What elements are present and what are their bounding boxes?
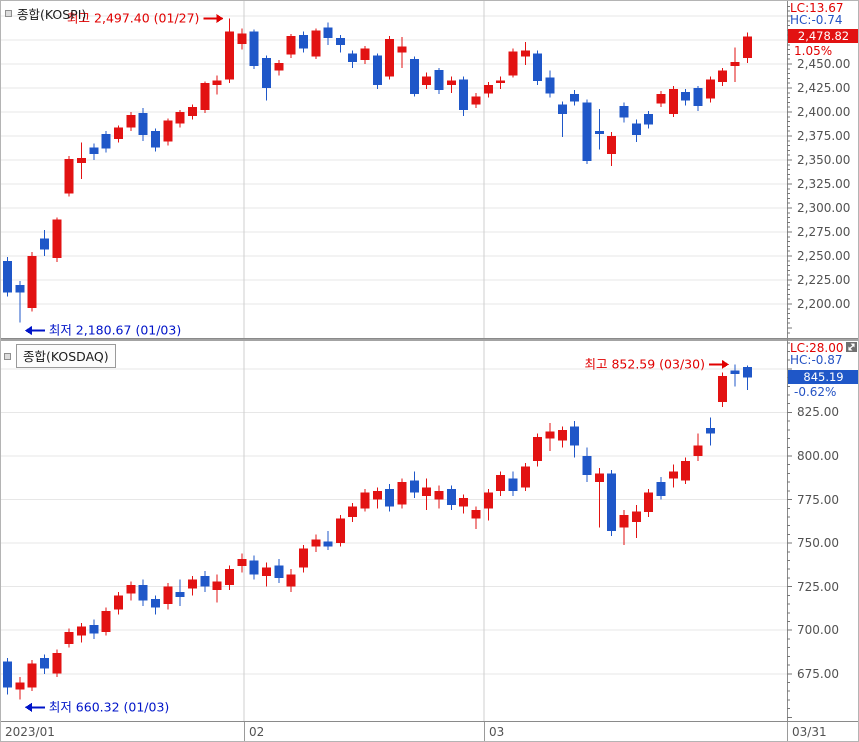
kosdaq-hc-value: HC:-0.87 xyxy=(790,353,843,367)
kosdaq-change-percent: -0.62% xyxy=(794,385,837,399)
kosdaq-chart-area[interactable]: 최고 852.59 (03/30) 최저 660.32 (01/03) xyxy=(1,341,787,721)
price-tick-label: 2,300.00 xyxy=(797,201,851,215)
price-tick-label: 2,200.00 xyxy=(797,297,851,311)
price-tick-label: 2,225.00 xyxy=(797,273,851,287)
svg-text:최고 2,497.40 (01/27): 최고 2,497.40 (01/27) xyxy=(67,10,199,25)
price-tick-label: 725.00 xyxy=(797,580,839,594)
kospi-title[interactable]: 종합(KOSPI) xyxy=(17,7,87,22)
panel-expand-icon[interactable] xyxy=(846,342,857,352)
price-tick-label: 2,325.00 xyxy=(797,177,851,191)
price-tick-label: 2,350.00 xyxy=(797,153,851,167)
price-tick-label: 2,400.00 xyxy=(797,105,851,119)
kospi-lc-value: LC:13.67 xyxy=(790,1,844,15)
svg-text:최저 660.32 (01/03): 최저 660.32 (01/03) xyxy=(49,699,169,714)
kospi-change-percent: 1.05% xyxy=(794,44,833,58)
price-tick-label: 675.00 xyxy=(797,667,839,681)
price-tick-label: 750.00 xyxy=(797,536,839,550)
svg-text:최저 2,180.67 (01/03): 최저 2,180.67 (01/03) xyxy=(49,323,181,338)
price-tick-label: 825.00 xyxy=(797,405,839,419)
date-label-last: 03/31 xyxy=(787,722,858,741)
kospi-hc-value: HC:-0.74 xyxy=(790,13,843,27)
price-axis xyxy=(787,1,858,721)
price-tick-label: 700.00 xyxy=(797,623,839,637)
price-tick-label: 800.00 xyxy=(797,449,839,463)
price-tick-label: 775.00 xyxy=(797,493,839,507)
kospi-chart-area[interactable]: 최고 2,497.40 (01/27) 최저 2,180.67 (01/03) xyxy=(1,1,787,338)
date-axis: 2023/01 02 03 03/31 xyxy=(1,721,858,741)
kospi-last-price-badge: 2,478.82 xyxy=(788,29,858,43)
price-tick-label: 2,375.00 xyxy=(797,129,851,143)
svg-text:최고 852.59 (03/30): 최고 852.59 (03/30) xyxy=(585,356,705,371)
date-label-mar: 03 xyxy=(484,722,787,741)
panel-divider[interactable] xyxy=(1,338,858,341)
price-axis-ticks xyxy=(787,5,792,718)
panel-bullet-icon xyxy=(4,352,11,360)
price-tick-label: 2,275.00 xyxy=(797,225,851,239)
price-tick-label: 2,425.00 xyxy=(797,81,851,95)
kospi-title-row: 종합(KOSPI) xyxy=(5,4,86,23)
date-label-jan: 2023/01 xyxy=(5,725,55,739)
kosdaq-title[interactable]: 종합(KOSDAQ) xyxy=(16,344,116,368)
diagonal-arrows-icon xyxy=(848,343,855,351)
kosdaq-last-price-badge: 845.19 xyxy=(788,370,858,384)
kosdaq-title-row: 종합(KOSDAQ) xyxy=(4,344,116,368)
panel-bullet-icon xyxy=(5,10,12,17)
kosdaq-lc-value: LC:28.00 xyxy=(790,341,844,355)
price-tick-label: 2,250.00 xyxy=(797,249,851,263)
price-tick-label: 2,450.00 xyxy=(797,57,851,71)
date-label-feb: 02 xyxy=(244,722,484,741)
